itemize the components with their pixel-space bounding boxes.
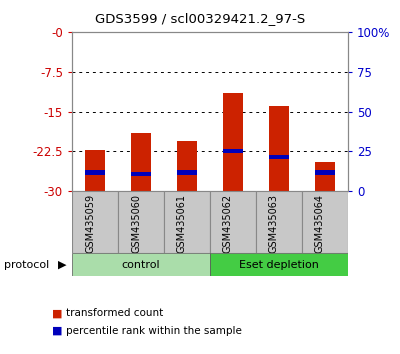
Bar <box>315 162 335 191</box>
Bar <box>223 149 243 154</box>
Bar <box>85 170 105 175</box>
Bar <box>85 150 105 191</box>
Bar <box>269 106 289 191</box>
Text: GDS3599 / scl00329421.2_97-S: GDS3599 / scl00329421.2_97-S <box>95 12 305 25</box>
Text: GSM435061: GSM435061 <box>177 194 187 253</box>
Text: ▶: ▶ <box>58 259 66 270</box>
Bar <box>269 154 289 159</box>
Text: ■: ■ <box>52 326 62 336</box>
Text: GSM435060: GSM435060 <box>131 194 141 253</box>
Text: control: control <box>122 259 160 270</box>
Text: protocol: protocol <box>4 259 49 270</box>
Text: transformed count: transformed count <box>66 308 163 318</box>
Text: Eset depletion: Eset depletion <box>239 259 319 270</box>
Bar <box>118 191 164 253</box>
Text: GSM435064: GSM435064 <box>315 194 325 253</box>
Bar <box>177 141 197 191</box>
Bar <box>131 133 151 191</box>
Text: GSM435063: GSM435063 <box>269 194 279 253</box>
Bar <box>302 191 348 253</box>
Text: GSM435059: GSM435059 <box>85 194 95 253</box>
Bar <box>164 191 210 253</box>
Bar <box>256 191 302 253</box>
Text: ■: ■ <box>52 308 62 318</box>
Bar <box>223 93 243 191</box>
Bar <box>210 191 256 253</box>
Bar <box>210 253 348 276</box>
Bar <box>72 253 210 276</box>
Text: percentile rank within the sample: percentile rank within the sample <box>66 326 242 336</box>
Text: GSM435062: GSM435062 <box>223 194 233 253</box>
Bar <box>72 191 118 253</box>
Bar <box>315 170 335 175</box>
Bar <box>131 172 151 176</box>
Bar <box>177 170 197 175</box>
